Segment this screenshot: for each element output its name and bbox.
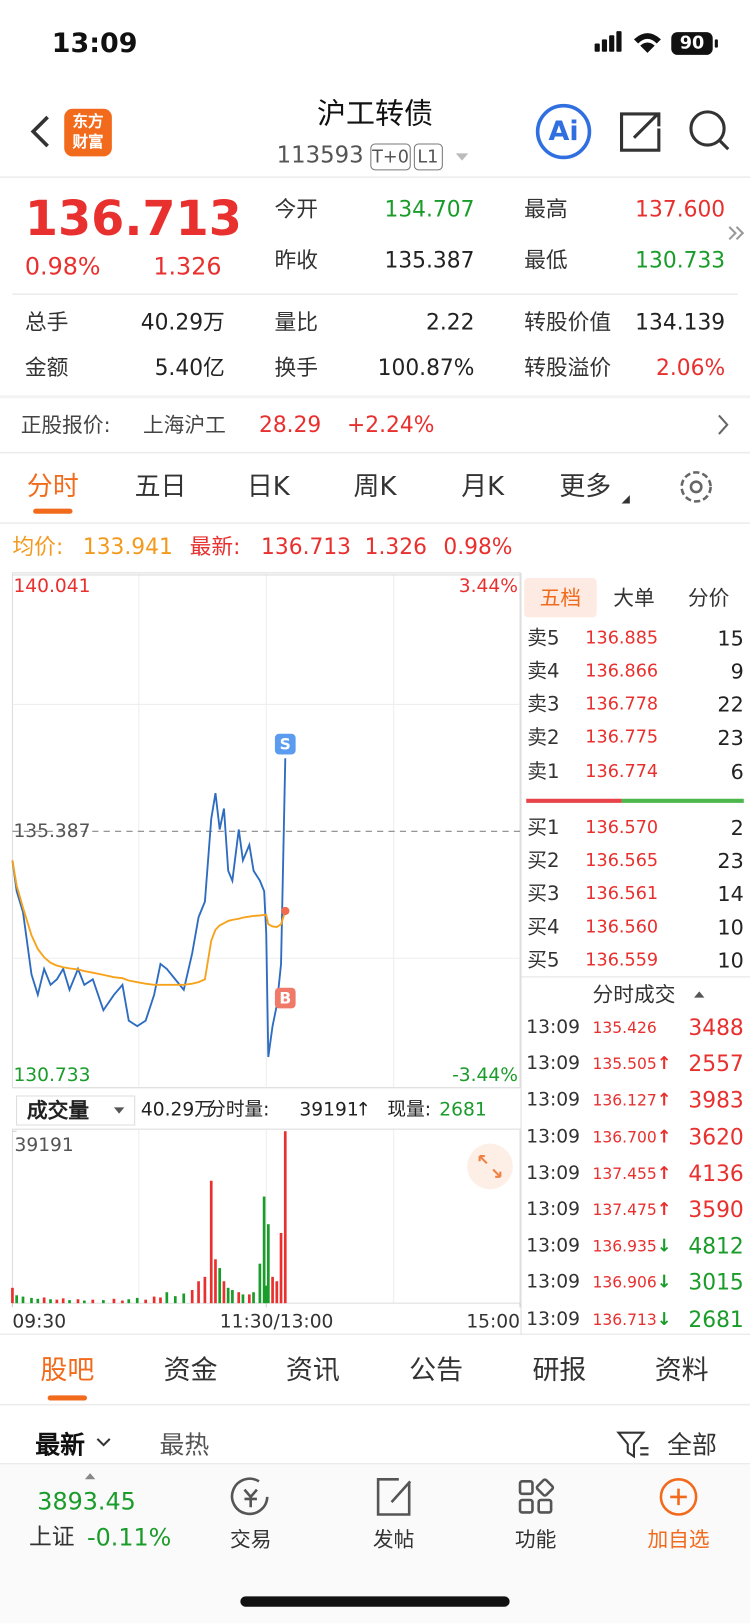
y-tick-label: 39191 [15, 1135, 74, 1156]
volume-bar [266, 1224, 270, 1304]
volume-bar [222, 1281, 226, 1304]
sort-chevron [96, 1438, 111, 1447]
volume-bar [112, 1298, 116, 1304]
share-button[interactable] [619, 112, 661, 152]
volume-bar [283, 1131, 287, 1304]
more-arrow[interactable] [728, 226, 745, 241]
y2-tick-label: 3.44% [459, 576, 518, 597]
volume-bar [91, 1299, 95, 1304]
x-tick-label: 15:00 [466, 1311, 520, 1332]
trade-marker-label: B [279, 990, 291, 1008]
volume-bar [271, 1276, 274, 1304]
volume-bar [11, 1287, 14, 1304]
home-indicator [240, 1596, 510, 1607]
index-triangle [84, 1473, 96, 1480]
x-tick-label: 09:30 [12, 1311, 66, 1332]
volume-bar [226, 1287, 230, 1304]
ai-button[interactable] [535, 103, 592, 160]
price-line [11, 758, 287, 1058]
volume-bar [135, 1297, 139, 1304]
volume-bar [21, 1296, 25, 1304]
volume-bar [275, 1281, 279, 1304]
volume-bar [264, 1285, 268, 1304]
dropdown [113, 1107, 125, 1114]
volume-bar [258, 1263, 262, 1304]
settings-button[interactable] [680, 471, 712, 503]
badge-box [370, 143, 411, 171]
volume-bar [121, 1300, 124, 1304]
sort-triangle [694, 991, 705, 998]
volume-bar [49, 1299, 52, 1304]
volume-bar [15, 1295, 19, 1304]
volume-bar [82, 1300, 86, 1304]
volume-bar [209, 1180, 213, 1304]
volume-bar [182, 1293, 186, 1304]
volume-bar [247, 1294, 251, 1304]
volume-bar [262, 1196, 266, 1304]
y-tick-label: 130.733 [13, 1065, 90, 1086]
y2-tick-label: -3.44% [452, 1065, 518, 1086]
volume-bar [55, 1299, 59, 1304]
price-line [11, 860, 287, 986]
volume-bar [203, 1276, 207, 1304]
expand-button[interactable] [467, 1143, 513, 1190]
volume-bar [173, 1296, 177, 1304]
volume-bar [279, 1232, 283, 1304]
volume-bar [152, 1296, 156, 1304]
volume-bar [231, 1290, 234, 1304]
volume-bar [68, 1300, 71, 1304]
logo [64, 108, 112, 157]
y-tick-label: 140.041 [13, 576, 90, 597]
volume-bar [61, 1298, 65, 1304]
volume-bar [144, 1299, 148, 1304]
back-button[interactable] [30, 115, 49, 148]
volume-bar [159, 1297, 162, 1304]
more-arrow[interactable] [718, 414, 729, 435]
trade-marker [274, 733, 296, 755]
volume-bar [197, 1281, 200, 1304]
volume-bar [218, 1268, 222, 1304]
trade-marker-label: S [280, 736, 291, 754]
status-icons [594, 31, 718, 55]
badge-box [413, 143, 443, 171]
nav-icons [230, 1477, 698, 1516]
volume-bar [30, 1297, 33, 1304]
volume-bar [214, 1259, 217, 1304]
volume-bar [76, 1299, 80, 1304]
volume-bar [42, 1297, 46, 1304]
tab-underline [33, 508, 73, 514]
volume-bar [165, 1292, 169, 1304]
volume-bar [127, 1299, 131, 1304]
volume-bar [252, 1292, 255, 1304]
filter-icon[interactable] [616, 1431, 649, 1459]
trade-marker [274, 987, 296, 1009]
volume-bar [237, 1292, 241, 1304]
volume-bar [241, 1294, 245, 1304]
volume-bar [102, 1300, 105, 1304]
volume-selector[interactable] [16, 1095, 136, 1126]
y-tick-label: 135.387 [13, 821, 90, 842]
active-tab-bg [524, 578, 597, 618]
last-avg-dot [281, 906, 290, 916]
x-tick-label: 11:30/13:00 [220, 1311, 334, 1332]
volume-bar [190, 1290, 194, 1304]
search-button[interactable] [689, 110, 730, 151]
dropdown[interactable] [455, 153, 469, 161]
section-underline [47, 1395, 88, 1401]
dividers [0, 176, 750, 1406]
chart-grid [12, 572, 521, 1304]
volume-bar [36, 1298, 40, 1304]
